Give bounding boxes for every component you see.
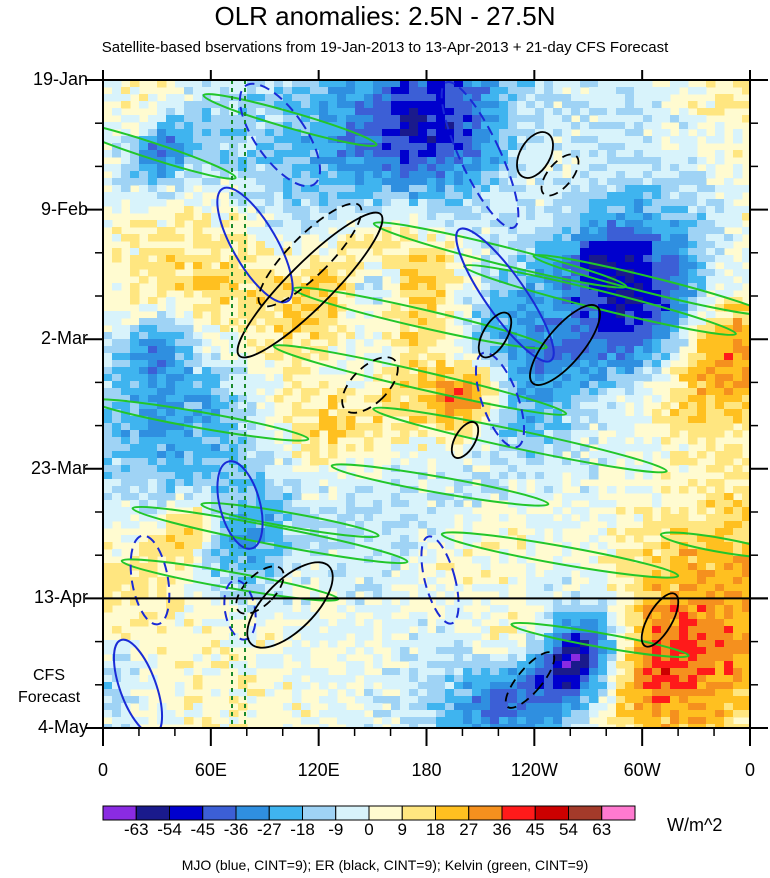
kelvin-contour-9 <box>440 531 680 579</box>
colorbar-swatch <box>235 805 270 821</box>
er-contour-11 <box>540 153 580 197</box>
er-contour-4 <box>477 311 513 359</box>
mjo-contour-5 <box>129 534 171 626</box>
kelvin-contour-5 <box>272 344 568 416</box>
y-tick-label: 4-May <box>37 717 88 737</box>
colorbar-level-label: 36 <box>492 820 512 839</box>
x-tick-label: 60W <box>623 760 661 780</box>
cfs-label-line1: CFS <box>33 667 65 684</box>
x-tick-label: 180 <box>411 760 442 780</box>
colorbar-level-label: 45 <box>525 820 545 839</box>
colorbar-level-label: -54 <box>157 820 182 839</box>
colorbar-level-label: -63 <box>123 820 149 839</box>
mjo-contour-0 <box>216 186 294 304</box>
colorbar <box>102 805 636 821</box>
cfs-label-line2: Forecast <box>18 689 81 706</box>
x-tick-label: 120W <box>510 760 558 780</box>
colorbar-swatch <box>468 805 503 821</box>
mjo-contour-9 <box>223 579 257 641</box>
colorbar-level-label: 0 <box>364 820 374 839</box>
y-tick-label: 19-Jan <box>32 69 88 89</box>
kelvin-contour-6 <box>372 406 668 474</box>
kelvin-contour-15 <box>330 463 550 507</box>
er-contour-3 <box>516 131 554 179</box>
colorbar-swatch <box>202 805 237 821</box>
kelvin-contour-1 <box>202 93 378 147</box>
x-tick-label: 0 <box>97 760 109 780</box>
colorbar-swatch <box>568 805 603 821</box>
kelvin-contour-12 <box>532 253 750 317</box>
colorbar-level-label: 27 <box>459 820 479 839</box>
colorbar-swatch <box>601 805 636 821</box>
y-tick-label: 9-Feb <box>40 198 88 219</box>
colorbar-swatch <box>268 805 303 821</box>
wave-filter-contours <box>103 80 750 728</box>
kelvin-contour-14 <box>510 621 690 659</box>
er-contour-2 <box>529 304 601 386</box>
colorbar-swatch <box>302 805 337 821</box>
colorbar-swatch <box>169 805 204 821</box>
colorbar-swatch <box>501 805 536 821</box>
mjo-contour-8 <box>420 535 460 625</box>
mjo-contour-2 <box>112 638 164 728</box>
chart-title: OLR anomalies: 2.5N - 27.5N <box>214 1 556 31</box>
cfs-forecast-label: CFS Forecast <box>18 665 80 709</box>
colorbar-swatch <box>335 805 370 821</box>
x-tick-label: 0 <box>744 760 756 780</box>
er-contour-8 <box>341 356 399 414</box>
colorbar-level-label: 54 <box>559 820 578 839</box>
kelvin-contour-8 <box>131 505 409 565</box>
x-tick-label: 60E <box>194 760 227 780</box>
er-contour-0 <box>236 211 384 359</box>
colorbar-level-label: 18 <box>426 820 445 839</box>
y-tick-label: 23-Mar <box>30 457 88 478</box>
mjo-contour-7 <box>474 351 526 449</box>
colorbar-level-label: 9 <box>397 820 407 839</box>
er-contour-10 <box>504 651 556 709</box>
kelvin-contour-11 <box>200 501 380 539</box>
mjo-contour-3 <box>455 227 555 363</box>
colorbar-swatch <box>135 805 170 821</box>
colorbar-units: W/m^2 <box>667 815 723 835</box>
er-contour-7 <box>257 202 363 308</box>
contour-legend-text: MJO (blue, CINT=9); ER (black, CINT=9); … <box>181 857 589 873</box>
colorbar-level-label: -36 <box>223 820 249 839</box>
x-tick-label: 120E <box>297 760 340 780</box>
colorbar-swatch <box>534 805 569 821</box>
y-tick-label: 13-Apr <box>33 587 88 608</box>
colorbar-swatch <box>102 805 137 821</box>
colorbar-swatch <box>435 805 470 821</box>
y-tick-label: 2-Mar <box>40 328 88 349</box>
colorbar-level-label: -45 <box>190 820 216 839</box>
plot-axes <box>85 70 768 746</box>
kelvin-contour-0 <box>103 120 237 180</box>
colorbar-level-label: -18 <box>290 820 315 839</box>
er-contour-9 <box>235 565 285 615</box>
colorbar-swatch <box>368 805 403 821</box>
er-contour-1 <box>246 561 334 649</box>
colorbar-level-label: -9 <box>328 820 344 839</box>
colorbar-swatch <box>401 805 436 821</box>
chart-subtitle: Satellite-based bservations from 19-Jan-… <box>101 39 669 56</box>
mjo-contour-1 <box>216 460 264 550</box>
er-contour-5 <box>640 592 680 648</box>
mjo-contour-4 <box>440 81 520 229</box>
olr-anomaly-field <box>103 80 750 728</box>
kelvin-contour-13 <box>659 531 750 559</box>
er-contour-6 <box>450 421 480 459</box>
mjo-contour-6 <box>238 82 322 188</box>
colorbar-level-label: 63 <box>592 820 612 839</box>
colorbar-level-label: -27 <box>256 820 282 839</box>
kelvin-contour-7 <box>103 398 310 442</box>
